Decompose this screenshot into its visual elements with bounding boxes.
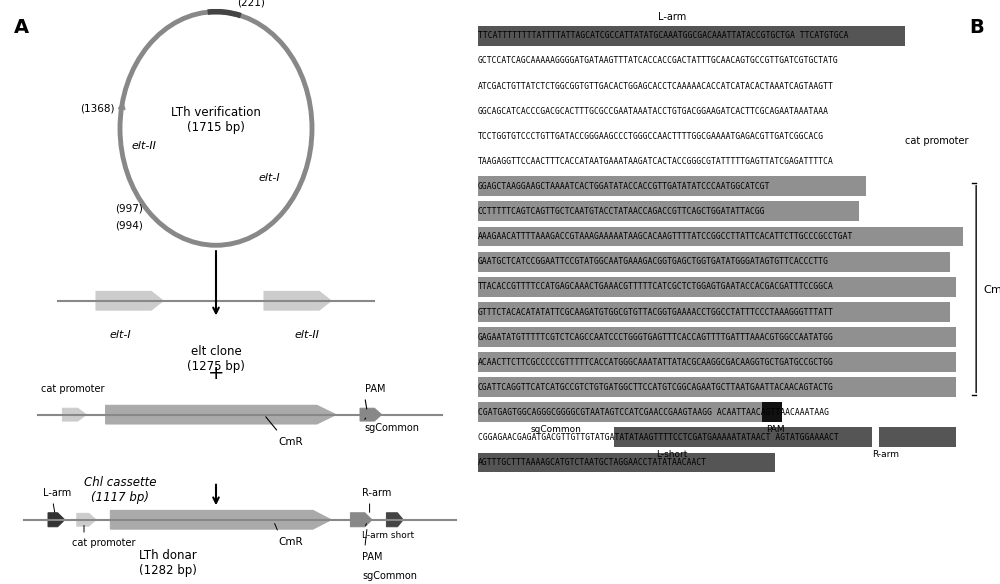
Text: elt-I: elt-I <box>109 330 131 340</box>
Text: GAGAATATGTTTTTCGTCTCAGCCAATCCCTGGGTGAGTTTCACCAGTTTTGATTTAAACGTGGCCAATATGG: GAGAATATGTTTTTCGTCTCAGCCAATCCCTGGGTGAGTT… <box>478 333 834 342</box>
Text: elt-II: elt-II <box>132 141 156 151</box>
FancyBboxPatch shape <box>614 427 872 447</box>
FancyBboxPatch shape <box>478 402 782 422</box>
Text: (994): (994) <box>115 221 143 231</box>
Text: CGGAGAACGAGATGACGTTGTTGTATGATATATAAGTTTTCCTCGATGAAAAATATAACT AGTATGGAAAACT: CGGAGAACGAGATGACGTTGTTGTATGATATATAAGTTTT… <box>478 433 839 442</box>
FancyBboxPatch shape <box>478 302 950 322</box>
Text: CGATTCAGGTTCATCATGCCGTCTGTGATGGCTTCCATGTCGGCAGAATGCTTAATGAATTACAACAGTACTG: CGATTCAGGTTCATCATGCCGTCTGTGATGGCTTCCATGT… <box>478 383 834 392</box>
Text: TCCTGGTGTCCCTGTTGATACCGGGAAGCCCTGGGCCAACTTTTGGCGAAAATGAGACGTTGATCGGCACG: TCCTGGTGTCCCTGTTGATACCGGGAAGCCCTGGGCCAAC… <box>478 132 824 141</box>
Text: GCTCCATCAGCAAAAAGGGGATGATAAGTTTATCACCACCGACTATTTGCAACAGTGCCGTTGATCGTGCTATG: GCTCCATCAGCAAAAAGGGGATGATAAGTTTATCACCACC… <box>478 57 839 65</box>
FancyBboxPatch shape <box>762 402 782 422</box>
Text: Cm$^R$: Cm$^R$ <box>983 281 1000 297</box>
FancyArrow shape <box>360 408 382 421</box>
FancyArrow shape <box>110 510 331 529</box>
Text: sgCommon: sgCommon <box>362 571 417 581</box>
FancyBboxPatch shape <box>478 277 956 297</box>
FancyBboxPatch shape <box>478 352 956 372</box>
Text: A: A <box>14 18 30 37</box>
Text: L-arm: L-arm <box>43 488 71 498</box>
Text: TTCATTTTTTTTATTTTATTAGCATCGCCATTATATGCAAATGGCGACAAATTATACCGTGCTGA TTCATGTGCA: TTCATTTTTTTTATTTTATTAGCATCGCCATTATATGCAA… <box>478 32 848 40</box>
Text: CmR: CmR <box>278 537 303 547</box>
Text: ATCGACTGTTATCTCTGGCGGTGTTGACACTGGAGCACCTCAAAAACACCATCATACACTAAATCAGTAAGTT: ATCGACTGTTATCTCTGGCGGTGTTGACACTGGAGCACCT… <box>478 82 834 91</box>
Text: PAM: PAM <box>365 384 385 394</box>
FancyArrow shape <box>62 408 86 421</box>
FancyBboxPatch shape <box>478 26 905 46</box>
Text: LTh donar
(1282 bp): LTh donar (1282 bp) <box>139 549 197 577</box>
Text: TAAGAGGTTCCAACTTTCACCATAATGAAATAAGATCACTACCGGGCGTATTTTTGAGTTATCGAGATTTTCA: TAAGAGGTTCCAACTTTCACCATAATGAAATAAGATCACT… <box>478 157 834 166</box>
Text: sgCommon: sgCommon <box>530 425 581 434</box>
Text: ACAACTTCTTCGCCCCCGTTTTTCACCATGGGCAAATATTATACGCAAGGCGACAAGGTGCTGATGCCGCTGG: ACAACTTCTTCGCCCCCGTTTTTCACCATGGGCAAATATT… <box>478 358 834 367</box>
Text: elt clone
(1275 bp): elt clone (1275 bp) <box>187 345 245 373</box>
Text: L-arm short: L-arm short <box>362 531 415 540</box>
Text: GAATGCTCATCCGGAATTCCGTATGGCAATGAAAGACGGTGAGCTGGTGATATGGGATAGTGTTCACCCTTG: GAATGCTCATCCGGAATTCCGTATGGCAATGAAAGACGGT… <box>478 258 829 266</box>
Text: L-arm: L-arm <box>658 12 686 22</box>
FancyArrow shape <box>48 513 65 527</box>
Text: (1368): (1368) <box>80 103 114 113</box>
Text: R-arm: R-arm <box>872 450 899 459</box>
FancyBboxPatch shape <box>478 227 963 246</box>
Text: AAAGAACATTTTAAAGACCGTAAAGAAAAATAAGCACAAGTTTTATCCGGCCTTATTCACATTCTTGCCCGCCTGAT: AAAGAACATTTTAAAGACCGTAAAGAAAAATAAGCACAAG… <box>478 232 853 241</box>
Text: LTh verification
(1715 bp): LTh verification (1715 bp) <box>171 106 261 134</box>
Text: L-short: L-short <box>656 450 688 459</box>
FancyBboxPatch shape <box>478 377 956 397</box>
Text: CGATGAGTGGCAGGGCGGGGCGTAATAGTCCATCGAACCGAAGTAAGG ACAATTAACAGTTAACAAATAAG: CGATGAGTGGCAGGGCGGGGCGTAATAGTCCATCGAACCG… <box>478 408 829 417</box>
Text: sgCommon: sgCommon <box>365 423 420 433</box>
Text: GGCAGCATCACCCGACGCACTTTGCGCCGAATAAATACCTGTGACGGAAGATCACTTCGCAGAATAAATAAA: GGCAGCATCACCCGACGCACTTTGCGCCGAATAAATACCT… <box>478 107 829 116</box>
Text: cat promoter: cat promoter <box>41 384 104 394</box>
FancyArrow shape <box>77 513 96 526</box>
Text: AGTTTGCTTTAAAAGCATGTCTAATGCTAGGAACCTATATAACAACT: AGTTTGCTTTAAAAGCATGTCTAATGCTAGGAACCTATAT… <box>478 458 707 467</box>
Text: Chl cassette
(1117 bp): Chl cassette (1117 bp) <box>84 476 156 504</box>
FancyArrow shape <box>386 513 403 527</box>
Text: PAM: PAM <box>362 552 383 562</box>
Text: cat promoter: cat promoter <box>905 135 968 146</box>
FancyBboxPatch shape <box>478 176 866 196</box>
Text: (997): (997) <box>115 203 143 213</box>
Text: cat promoter: cat promoter <box>72 538 136 548</box>
FancyBboxPatch shape <box>478 453 775 472</box>
Text: B: B <box>969 18 984 37</box>
FancyBboxPatch shape <box>478 252 950 272</box>
Text: GGAGCTAAGGAAGCTAAAATCACTGGATATACCACCGTTGATATATCCCAATGGCATCGT: GGAGCTAAGGAAGCTAAAATCACTGGATATACCACCGTTG… <box>478 182 770 191</box>
Text: elt-I: elt-I <box>258 173 280 183</box>
Text: PAM: PAM <box>766 425 785 434</box>
FancyArrow shape <box>264 291 331 310</box>
FancyArrow shape <box>106 405 336 424</box>
FancyArrow shape <box>350 513 372 527</box>
Text: R-arm: R-arm <box>362 488 392 498</box>
Text: (221): (221) <box>237 0 265 8</box>
Text: GTTTCTACACATATATTCGCAAGATGTGGCGTGTTACGGTGAAAACCTGGCCTATTTCCCTAAAGGGTTTATT: GTTTCTACACATATATTCGCAAGATGTGGCGTGTTACGGT… <box>478 308 834 317</box>
FancyBboxPatch shape <box>478 327 956 347</box>
Text: elt-II: elt-II <box>295 330 320 340</box>
FancyArrow shape <box>96 291 163 310</box>
Text: CCTTTTTCAGTCAGTTGCTCAATGTACCTATAACCAGACCGTTCAGCTGGATATTACGG: CCTTTTTCAGTCAGTTGCTCAATGTACCTATAACCAGACC… <box>478 207 766 216</box>
FancyBboxPatch shape <box>879 427 956 447</box>
Text: CmR: CmR <box>278 437 303 447</box>
FancyBboxPatch shape <box>478 201 859 221</box>
Text: +: + <box>208 364 224 383</box>
Text: TTACACCGTTTTCCATGAGCAAACTGAAACGTTTTTCATCGCTCTGGAGTGAATACCACGACGATTTCCGGCA: TTACACCGTTTTCCATGAGCAAACTGAAACGTTTTTCATC… <box>478 283 834 291</box>
